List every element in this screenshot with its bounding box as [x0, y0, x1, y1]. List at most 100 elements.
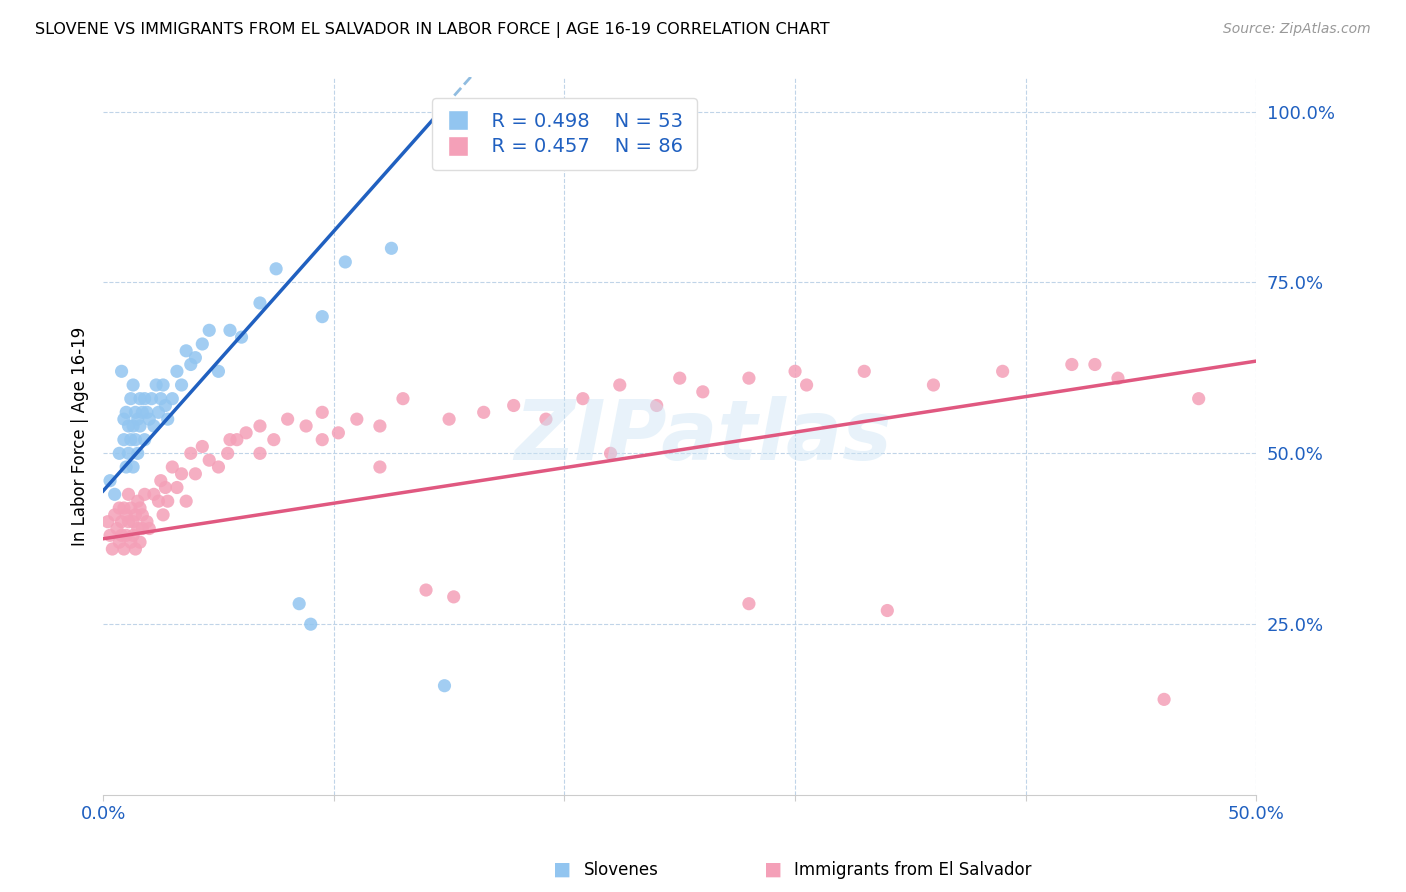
Point [346, 412, 368, 426]
Point [572, 392, 595, 406]
Point [124, 405, 146, 419]
Point [129, 419, 152, 434]
Point [184, 351, 207, 365]
Point [368, 460, 391, 475]
Text: Source: ZipAtlas.com: Source: ZipAtlas.com [1223, 22, 1371, 37]
Point [502, 399, 524, 413]
Point [149, 474, 172, 488]
Point [117, 515, 139, 529]
Point [152, 378, 174, 392]
Legend:   R = 0.498    N = 53,   R = 0.457    N = 86: R = 0.498 N = 53, R = 0.457 N = 86 [432, 98, 696, 170]
Point [249, 419, 271, 434]
Point [166, 364, 188, 378]
Point [738, 597, 761, 611]
Point [131, 522, 153, 536]
Point [117, 487, 139, 501]
Point [112, 541, 135, 556]
Point [120, 392, 142, 406]
Point [311, 433, 333, 447]
Text: Slovenes: Slovenes [583, 861, 658, 879]
Point [235, 425, 257, 440]
Point [692, 384, 714, 399]
Point [472, 405, 495, 419]
Point [876, 603, 898, 617]
Point [288, 597, 311, 611]
Point [645, 399, 668, 413]
Point [115, 460, 138, 475]
Point [148, 405, 170, 419]
Point [311, 310, 333, 324]
Point [1107, 371, 1129, 385]
Point [122, 528, 145, 542]
Point [609, 378, 631, 392]
Point [433, 679, 456, 693]
Point [668, 371, 690, 385]
Point [156, 494, 179, 508]
Point [368, 419, 391, 434]
Point [443, 590, 465, 604]
Point [136, 515, 159, 529]
Point [437, 412, 460, 426]
Point [122, 515, 145, 529]
Point [180, 358, 202, 372]
Point [120, 535, 142, 549]
Point [217, 446, 239, 460]
Point [110, 528, 132, 542]
Point [170, 378, 193, 392]
Point [124, 433, 146, 447]
Point [136, 405, 159, 419]
Point [101, 541, 124, 556]
Point [198, 323, 221, 337]
Point [335, 255, 357, 269]
Point [148, 494, 170, 508]
Point [783, 364, 806, 378]
Point [1060, 358, 1083, 372]
Point [112, 412, 135, 426]
Point [127, 412, 149, 426]
Point [142, 487, 165, 501]
Point [124, 541, 146, 556]
Point [156, 412, 179, 426]
Point [299, 617, 322, 632]
Point [134, 392, 156, 406]
Point [104, 487, 127, 501]
Point [117, 446, 139, 460]
Point [122, 419, 145, 434]
Point [1188, 392, 1211, 406]
Point [198, 453, 221, 467]
Point [166, 481, 188, 495]
Point [180, 446, 202, 460]
Point [991, 364, 1014, 378]
Point [174, 343, 197, 358]
Point [104, 508, 127, 522]
Point [97, 515, 120, 529]
Point [129, 392, 152, 406]
Point [249, 446, 271, 460]
Text: ◼: ◼ [763, 860, 783, 880]
Point [129, 501, 152, 516]
Point [138, 412, 160, 426]
Point [155, 481, 177, 495]
Point [127, 446, 149, 460]
Point [120, 501, 142, 516]
Point [127, 494, 149, 508]
Point [231, 330, 253, 344]
Point [98, 528, 121, 542]
Point [134, 487, 156, 501]
Point [263, 433, 285, 447]
Point [184, 467, 207, 481]
Point [149, 392, 172, 406]
Point [392, 392, 415, 406]
Point [191, 337, 214, 351]
Point [1153, 692, 1175, 706]
Point [225, 433, 247, 447]
Point [207, 460, 229, 475]
Point [115, 528, 138, 542]
Point [249, 296, 271, 310]
Point [108, 501, 131, 516]
Text: Immigrants from El Salvador: Immigrants from El Salvador [794, 861, 1032, 879]
Point [129, 535, 152, 549]
Point [145, 378, 167, 392]
Point [127, 522, 149, 536]
Point [380, 241, 402, 255]
